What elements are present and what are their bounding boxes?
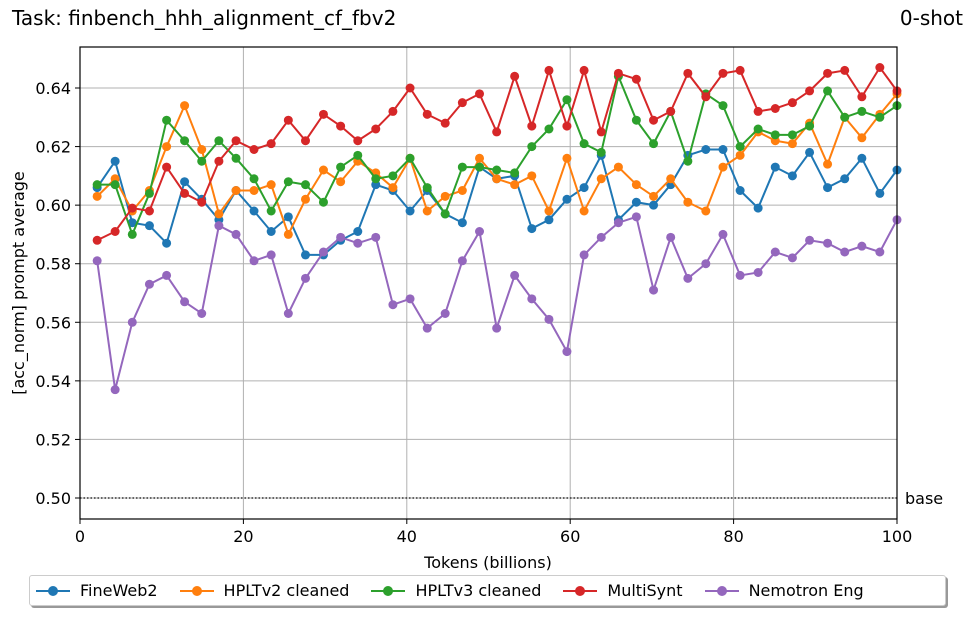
legend-marker-icon [179,585,214,596]
svg-text:100: 100 [882,527,913,546]
legend-item: Nemotron Eng [704,581,864,600]
y-axis-ticks: 0.50 0.52 0.54 0.56 0.58 0.60 0.62 0.64 [35,79,80,508]
legend-marker-icon [371,585,406,596]
y-axis-label: [acc_norm] prompt average [9,171,29,395]
svg-text:0.56: 0.56 [35,313,71,332]
svg-text:0.62: 0.62 [35,138,71,157]
svg-text:0.60: 0.60 [35,196,71,215]
svg-text:0.52: 0.52 [35,430,71,449]
x-axis-label: Tokens (billions) [423,553,552,572]
x-axis-ticks: 0 20 40 60 80 100 [75,519,912,546]
svg-text:0.64: 0.64 [35,79,71,98]
svg-text:40: 40 [397,527,417,546]
series-fineweb2 [92,145,902,260]
svg-text:60: 60 [560,527,580,546]
legend-label: HPLTv3 cleaned [415,581,542,600]
chart-title: Task: finbench_hhh_alignment_cf_fbv2 [12,6,397,30]
series-nemotron-eng [92,212,902,395]
series-hpltv2-cleaned [92,89,902,239]
legend-marker-icon [704,585,739,596]
legend-label: FineWeb2 [80,581,158,600]
svg-text:0: 0 [75,527,85,546]
legend-item: HPLTv2 cleaned [179,581,350,600]
series-lines [92,63,902,395]
legend-label: Nemotron Eng [748,581,864,600]
legend-item: MultiSynt [563,581,683,600]
svg-text:0.58: 0.58 [35,255,71,274]
legend-marker-icon [563,585,598,596]
svg-text:0.54: 0.54 [35,372,71,391]
shot-label: 0-shot [899,6,963,30]
svg-text:80: 80 [723,527,743,546]
plot-frame [79,46,898,520]
series-multisynt [92,63,902,245]
legend-label: HPLTv2 cleaned [223,581,350,600]
legend-label: MultiSynt [607,581,683,600]
legend-marker-icon [36,585,70,596]
svg-text:0.50: 0.50 [35,489,71,508]
legend-item: HPLTv3 cleaned [371,581,541,600]
baseline-label: base [905,489,943,508]
svg-text:20: 20 [233,527,253,546]
legend: FineWeb2 HPLTv2 cleaned HPLTv3 cleaned Mult… [29,575,946,606]
legend-item: FineWeb2 [36,581,158,600]
